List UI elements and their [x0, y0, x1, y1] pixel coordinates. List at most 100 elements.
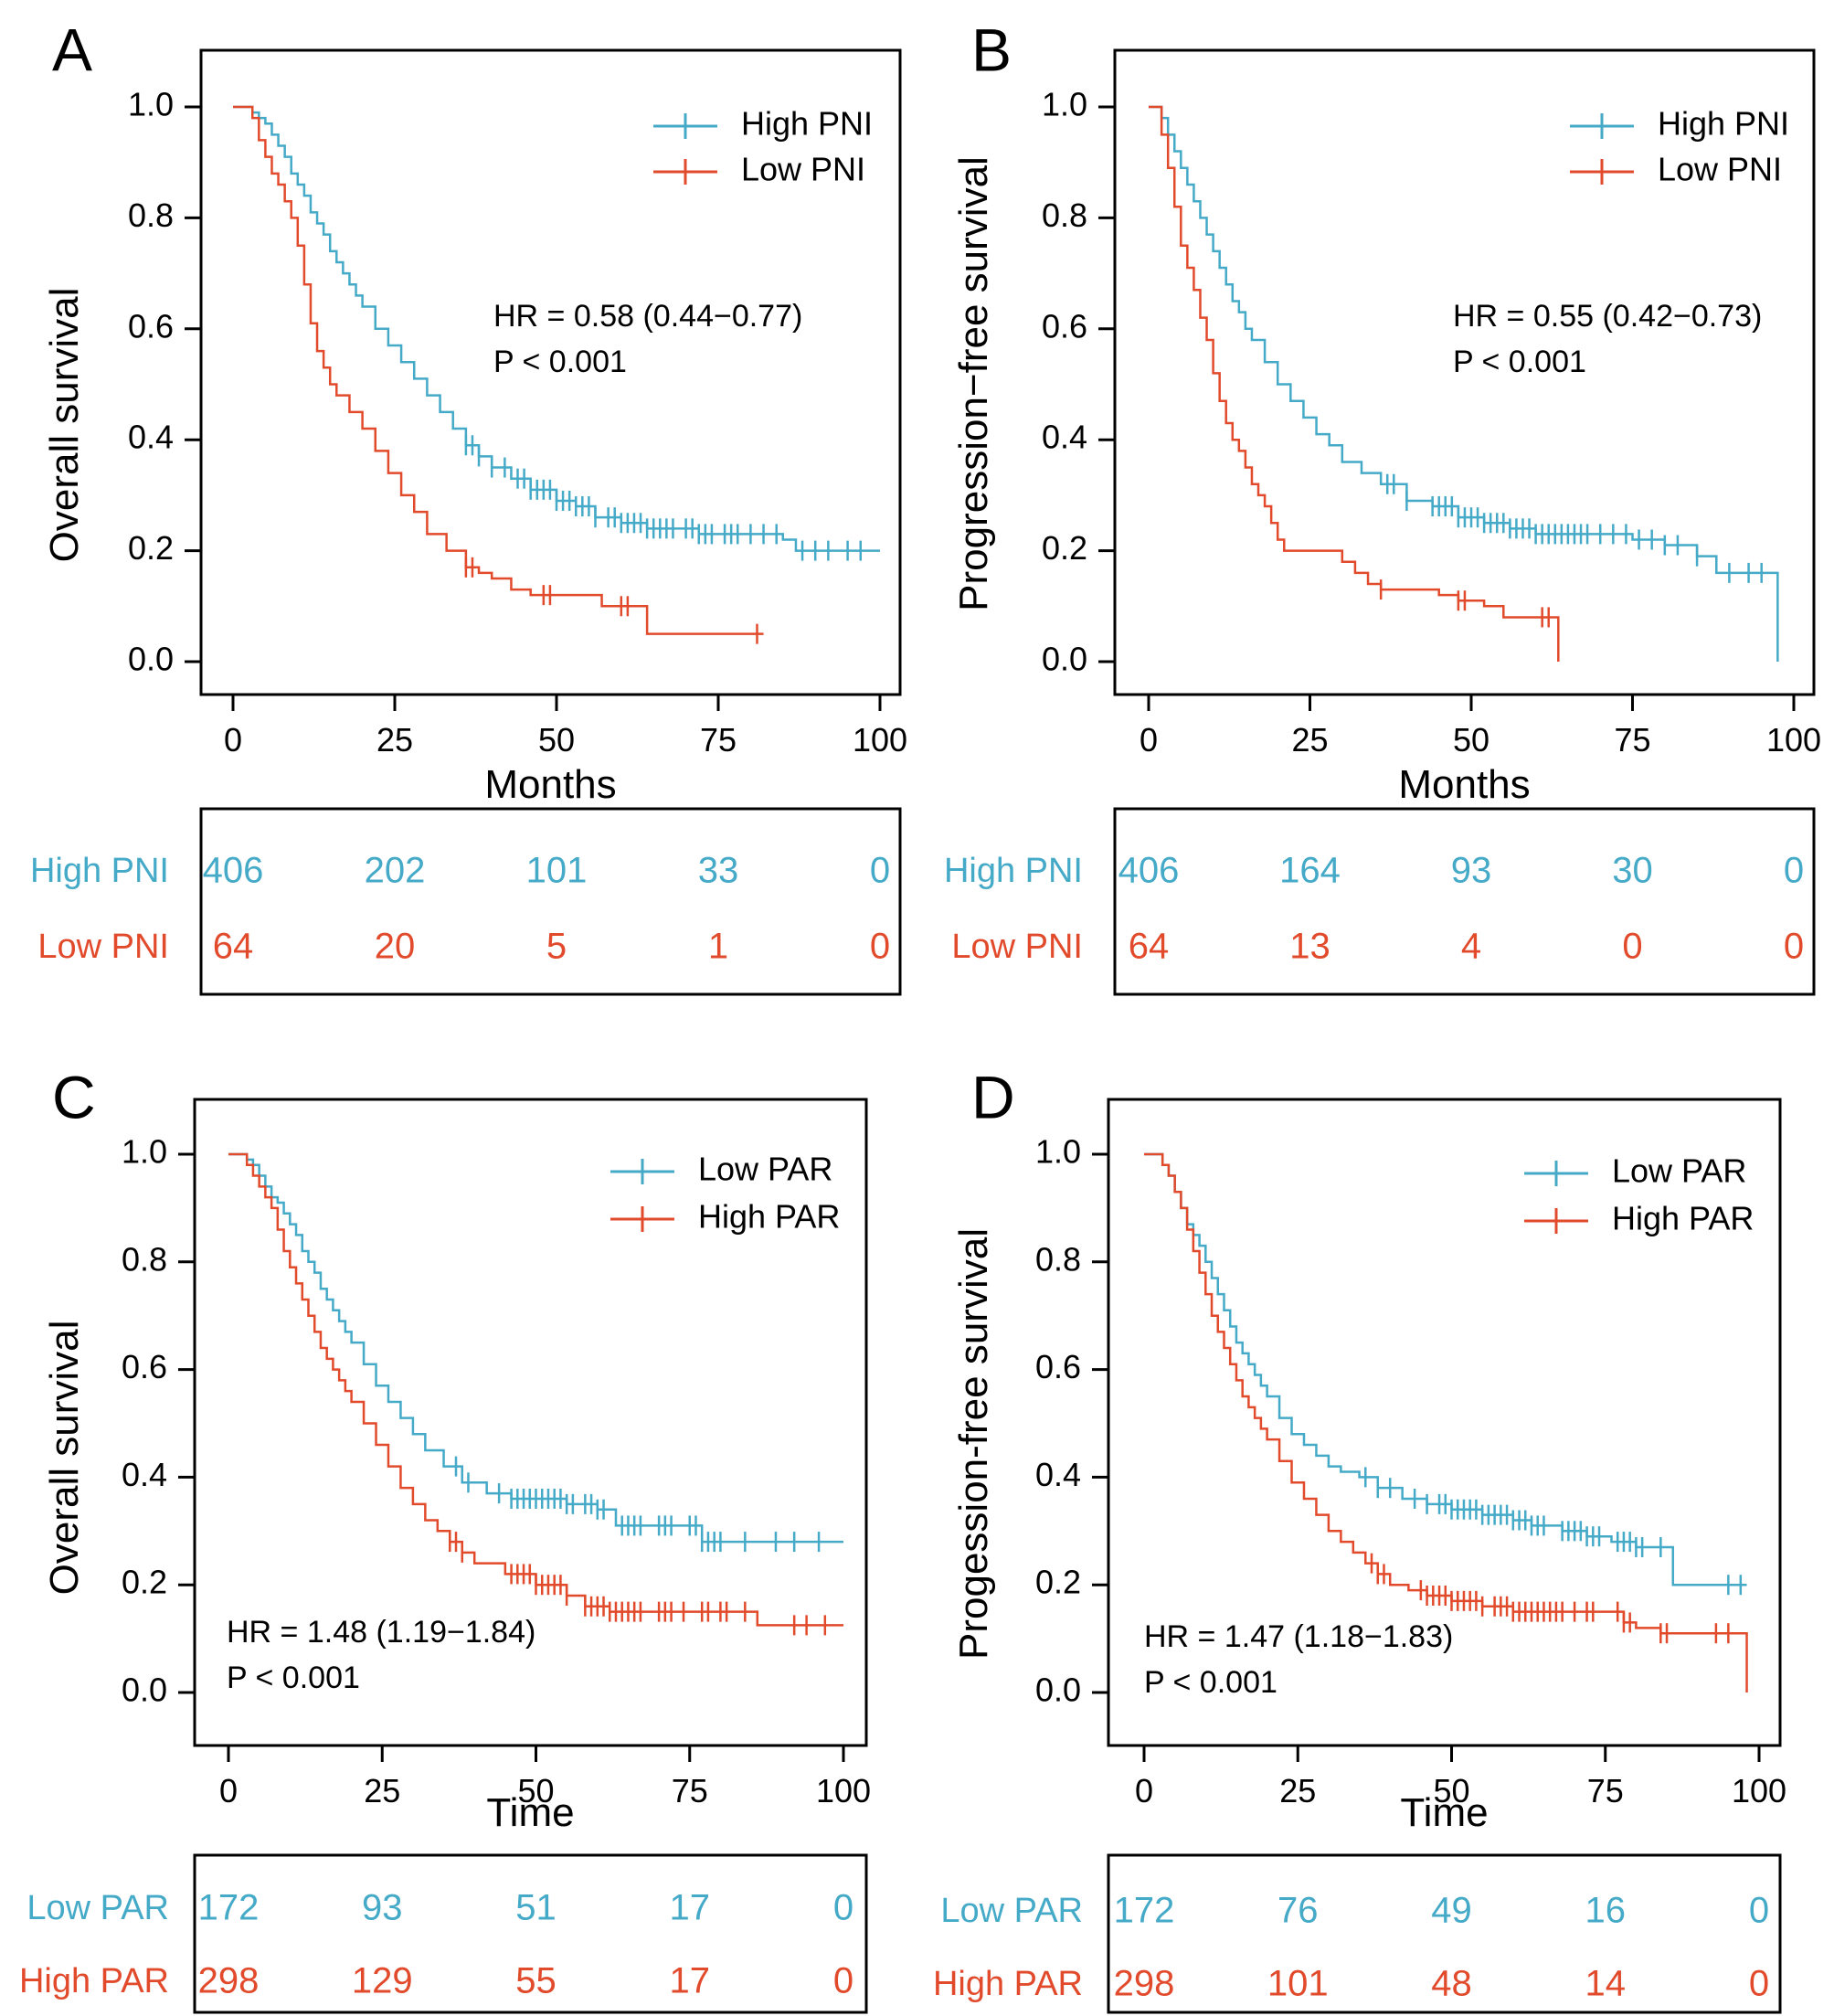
risk-table-value: 51 [515, 1888, 557, 1928]
y-tick-label: 0.8 [1042, 196, 1087, 234]
plot-frame [1107, 1098, 1782, 1747]
risk-table-value: 55 [515, 1961, 557, 2001]
risk-table-row-label: High PNI [30, 852, 169, 890]
y-axis-label: Progession-free survival [951, 1228, 996, 1660]
risk-table-value: 0 [1784, 927, 1804, 967]
y-tick-label: 0.4 [1042, 419, 1087, 456]
risk-table-value: 0 [1622, 927, 1642, 967]
risk-table-value: 129 [352, 1961, 413, 2001]
panel-B: B 0.0 0.2 0.4 0.6 0.8 1.0 0 25 50 75 100 Months Progr… [944, 16, 1821, 996]
legend-label: High PNI [741, 105, 873, 143]
risk-table-value: 164 [1279, 851, 1341, 891]
risk-table-value: 13 [1289, 927, 1330, 967]
risk-table-value: 14 [1585, 1964, 1627, 2004]
x-axis-label: Time [1400, 1790, 1488, 1835]
legend-label: High PAR [1612, 1200, 1754, 1237]
y-tick-label: 0.6 [122, 1348, 167, 1385]
p-value: P < 0.001 [1144, 1665, 1277, 1700]
hazard-ratio: HR = 0.58 (0.44−0.77) [493, 299, 802, 334]
risk-table-value: 406 [1118, 851, 1180, 891]
risk-table-value: 30 [1612, 851, 1653, 891]
risk-table-value: 48 [1431, 1964, 1472, 2004]
risk-table-row-label: High PAR [933, 1965, 1083, 2003]
x-tick-label: 75 [1614, 721, 1650, 759]
y-tick-label: 0.8 [128, 196, 174, 234]
x-tick-label: 25 [376, 721, 413, 759]
x-tick-label: 25 [1279, 1772, 1316, 1809]
x-axis-label: Months [1398, 762, 1530, 807]
risk-table-frame [1107, 1853, 1782, 2014]
panel-letter: C [52, 1063, 96, 1130]
legend-label: Low PAR [698, 1151, 832, 1188]
x-tick-label: 0 [224, 721, 242, 759]
survival-curve [233, 105, 880, 552]
legend-label: Low PNI [1658, 151, 1782, 188]
x-axis-label: Time [486, 1790, 574, 1835]
hazard-ratio: HR = 0.55 (0.42−0.73) [1453, 299, 1762, 334]
survival-curve [1144, 1152, 1747, 1586]
risk-table-value: 0 [1749, 1964, 1769, 2004]
risk-table-value: 298 [198, 1961, 260, 2001]
risk-table-value: 5 [546, 927, 567, 967]
series-high-pni: High PNI [233, 105, 880, 561]
y-tick-label: 0.8 [1035, 1240, 1081, 1278]
risk-table-value: 17 [670, 1888, 711, 1928]
risk-table-row-label: Low PAR [940, 1892, 1083, 1930]
risk-table-value: 64 [1129, 927, 1170, 967]
y-tick-label: 0.6 [128, 307, 174, 345]
x-tick-label: 50 [538, 721, 575, 759]
risk-table-row-label: Low PNI [951, 928, 1083, 966]
p-value: P < 0.001 [227, 1661, 360, 1695]
hazard-ratio: HR = 1.47 (1.18−1.83) [1144, 1619, 1453, 1654]
risk-table-value: 93 [1451, 851, 1492, 891]
series-low-pni: Low PNI [233, 105, 865, 644]
y-tick-label: 1.0 [1035, 1133, 1081, 1171]
series-low-par: Low PAR [1144, 1152, 1747, 1596]
series-high-par: High PAR [228, 1152, 843, 1636]
risk-table-value: 172 [1114, 1891, 1175, 1931]
risk-table-value: 0 [833, 1961, 853, 2001]
risk-table-value: 0 [870, 927, 890, 967]
x-tick-label: 100 [816, 1772, 871, 1809]
legend-label: High PAR [698, 1198, 840, 1236]
y-tick-label: 1.0 [122, 1133, 167, 1171]
y-tick-label: 0.2 [128, 529, 174, 567]
series-low-par: Low PAR [228, 1151, 843, 1553]
panel-D: D 0.0 0.2 0.4 0.6 0.8 1.0 0 25 50 75 100 Time Progess… [933, 1063, 1786, 2014]
risk-table-value: 93 [362, 1888, 403, 1928]
plot-frame [199, 48, 902, 696]
y-tick-label: 0.4 [128, 419, 174, 456]
risk-table-row-label: High PAR [19, 1962, 169, 2000]
risk-table-row-label: High PNI [944, 852, 1083, 890]
x-tick-label: 0 [219, 1772, 238, 1809]
x-axis-label: Months [484, 762, 616, 807]
panel-letter: A [52, 16, 92, 83]
p-value: P < 0.001 [493, 345, 627, 379]
x-tick-label: 100 [1732, 1772, 1786, 1809]
risk-table-value: 4 [1461, 927, 1481, 967]
x-tick-label: 75 [700, 721, 737, 759]
y-tick-label: 1.0 [1042, 86, 1087, 123]
survival-curve [233, 105, 764, 635]
survival-curve [1149, 105, 1779, 662]
x-tick-label: 0 [1140, 721, 1158, 759]
x-tick-label: 100 [1766, 721, 1821, 759]
risk-table-value: 0 [833, 1888, 853, 1928]
x-tick-label: 100 [853, 721, 907, 759]
x-tick-label: 0 [1135, 1772, 1153, 1809]
x-tick-label: 25 [1291, 721, 1328, 759]
risk-table-frame [1113, 807, 1816, 996]
risk-table-value: 0 [870, 851, 890, 891]
y-tick-label: 0.6 [1042, 307, 1087, 345]
risk-table-value: 172 [198, 1888, 260, 1928]
plot-frame [1113, 48, 1816, 696]
p-value: P < 0.001 [1453, 345, 1586, 379]
panel-C: C 0.0 0.2 0.4 0.6 0.8 1.0 0 25 50 75 100 Time Overall… [19, 1063, 871, 2014]
risk-table-value: 101 [1267, 1964, 1329, 2004]
x-tick-label: 50 [517, 1772, 554, 1809]
plot-frame [193, 1098, 868, 1747]
y-axis-label: Overall survival [42, 288, 87, 563]
risk-table-value: 101 [526, 851, 588, 891]
y-tick-label: 0.8 [122, 1240, 167, 1278]
y-tick-label: 0.0 [1035, 1671, 1081, 1709]
